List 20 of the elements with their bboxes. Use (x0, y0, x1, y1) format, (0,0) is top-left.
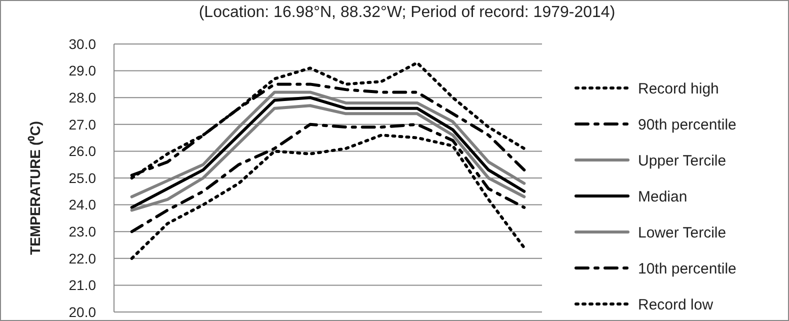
y-tick-label: 26.0 (68, 143, 96, 160)
y-tick-label: 25.0 (68, 170, 96, 186)
legend-label: Upper Tercile (638, 152, 726, 170)
y-tick-label: 21.0 (68, 277, 96, 294)
legend-label: Record high (638, 80, 719, 98)
y-tick-label: 20.0 (68, 304, 96, 320)
chart-title: (Location: 16.98°N, 88.32°W; Period of record: 1979-2014) (198, 4, 616, 21)
y-tick-label: 24.0 (68, 196, 96, 213)
y-tick-label: 22.0 (68, 250, 96, 266)
y-tick-label: 30.0 (68, 36, 96, 52)
legend-label: Median (638, 188, 688, 206)
y-tick-label: 28.0 (68, 90, 96, 106)
y-tick-label: 29.0 (68, 62, 96, 79)
legend-label: Lower Tercile (638, 224, 726, 242)
y-tick-label: 23.0 (68, 224, 96, 240)
y-tick-label: 27.0 (68, 116, 96, 132)
legend-label: 10th percentile (638, 260, 736, 278)
legend-label: Record low (638, 296, 714, 314)
legend-label: 90th percentile (638, 116, 736, 134)
y-axis-title: TEMPERATURE (⁰C) (27, 121, 43, 255)
